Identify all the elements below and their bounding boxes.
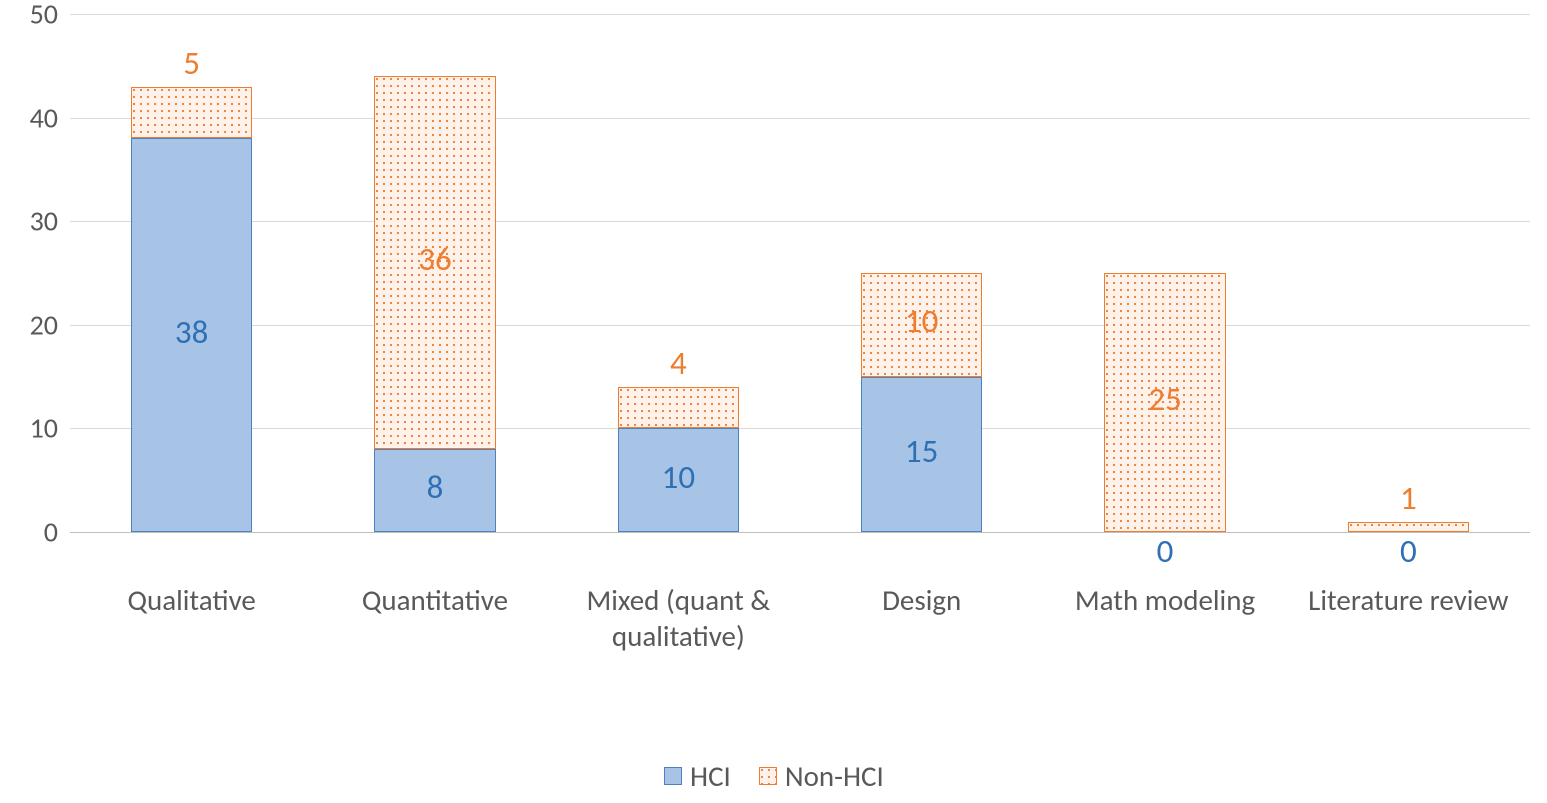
legend: HCI Non-HCI: [664, 758, 884, 794]
legend-label: HCI: [690, 758, 731, 794]
bar-segment-nonhci: [618, 387, 740, 428]
x-tick-label: Design: [800, 582, 1043, 618]
bar-group: 385: [131, 14, 253, 532]
bar-segment-nonhci: [1348, 522, 1470, 532]
bar-group: 025: [1104, 14, 1226, 532]
bar-segment-hci: [618, 428, 740, 532]
bar-segment-nonhci: [861, 273, 983, 377]
gridline: [70, 221, 1530, 222]
x-tick-label: Quantitative: [313, 582, 556, 618]
bar-segment-hci: [374, 449, 496, 532]
bar-segment-nonhci: [131, 87, 253, 139]
data-label-hci: 0: [1348, 531, 1470, 571]
legend-swatch-nonhci: [759, 767, 777, 785]
bar-segment-hci: [861, 377, 983, 532]
bar-segment-hci: [131, 138, 253, 532]
y-tick-label: 50: [30, 0, 58, 32]
bar-group: 104: [618, 14, 740, 532]
plot-area: 385 836 104 1510 025 01: [70, 14, 1530, 532]
x-tick-label: Literature review: [1287, 582, 1530, 618]
x-tick-label: Qualitative: [70, 582, 313, 618]
gridline: [70, 325, 1530, 326]
gridline: [70, 118, 1530, 119]
data-label-hci: 0: [1104, 531, 1226, 571]
legend-item-hci: HCI: [664, 758, 731, 794]
y-tick-label: 0: [44, 515, 58, 550]
legend-label: Non-HCI: [785, 758, 884, 794]
x-tick-label: Math modeling: [1043, 582, 1286, 618]
data-label-nonhci: 4: [618, 343, 740, 383]
y-tick-label: 40: [30, 100, 58, 135]
y-tick-label: 20: [30, 307, 58, 342]
gridline: [70, 14, 1530, 15]
stacked-bar-chart: 38583610415100250101020304050Qualitative…: [0, 0, 1547, 803]
y-tick-label: 10: [30, 411, 58, 446]
gridline: [70, 428, 1530, 429]
bar-group: 836: [374, 14, 496, 532]
legend-item-nonhci: Non-HCI: [759, 758, 884, 794]
data-label-nonhci: 1: [1348, 478, 1470, 518]
legend-swatch-hci: [664, 767, 682, 785]
x-tick-label: Mixed (quant & qualitative): [557, 582, 800, 654]
bar-segment-nonhci: [374, 76, 496, 449]
y-tick-label: 30: [30, 204, 58, 239]
bar-segment-nonhci: [1104, 273, 1226, 532]
bar-group: 01: [1348, 14, 1470, 532]
x-axis-baseline: [70, 532, 1530, 533]
bar-group: 1510: [861, 14, 983, 532]
data-label-nonhci: 5: [131, 43, 253, 83]
